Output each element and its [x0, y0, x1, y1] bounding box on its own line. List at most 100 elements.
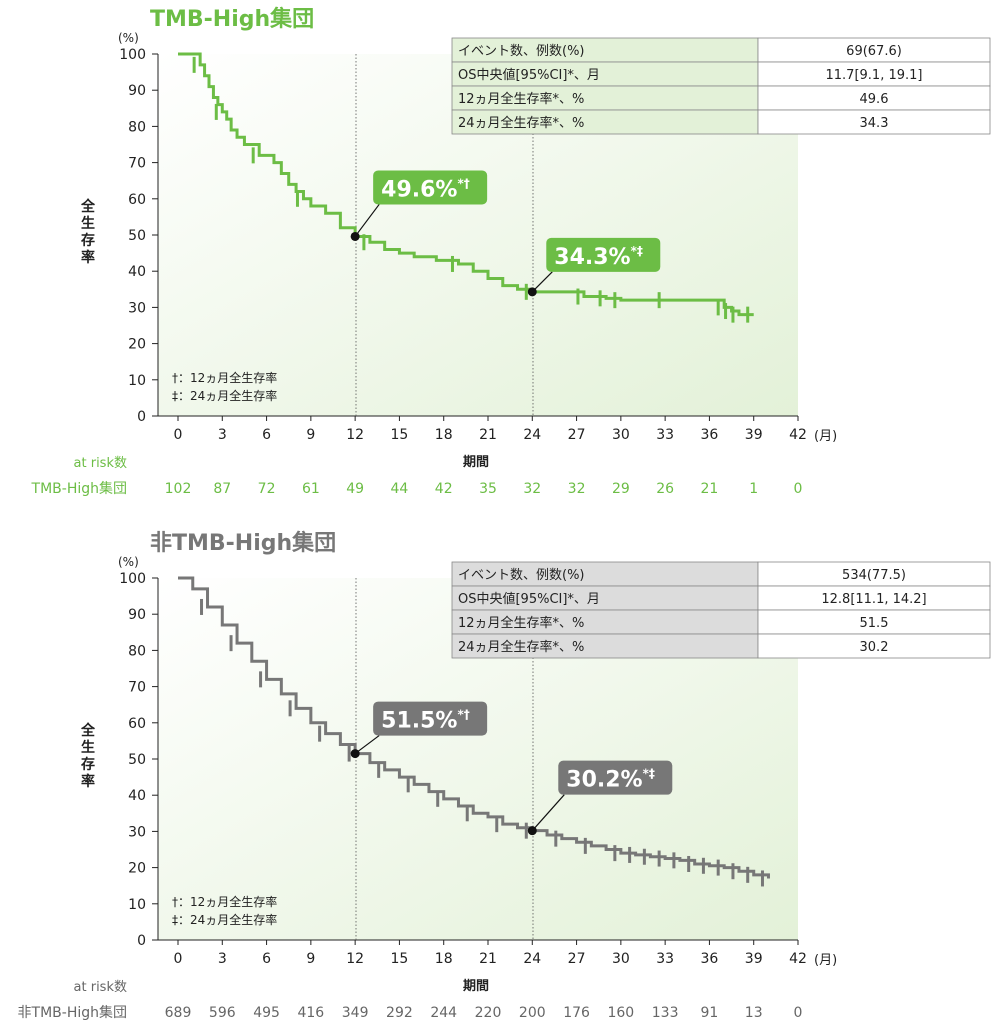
at-risk-value: 29	[612, 481, 630, 497]
x-tick-label: 24	[523, 951, 541, 967]
censor-marks-2	[200, 598, 764, 887]
at-risk-value: 72	[258, 481, 276, 497]
x-tick-label: 21	[479, 427, 497, 443]
at-risk-value: 87	[213, 481, 231, 497]
annotation-point	[350, 231, 360, 241]
x-tick-label: 42	[789, 427, 807, 443]
footnote-ddagger-2: ‡：24ヵ月全生存率	[172, 912, 277, 927]
annotation-badge	[558, 760, 673, 795]
x-tick-label: 18	[435, 427, 453, 443]
y-axis-label-char: 全	[80, 722, 96, 739]
summary-table-1: イベント数、例数(%) 69(67.6) OS中央値[95%CI]*、月 11.7[9…	[451, 37, 991, 135]
table-value-cell	[757, 561, 991, 587]
y-tick-label: 40	[128, 788, 146, 804]
x-tick-label: 36	[701, 951, 719, 967]
x-tick-label: 24	[523, 427, 541, 443]
x-tick-label: 0	[174, 427, 183, 443]
at-risk-value: 42	[435, 481, 453, 497]
summary-table-2: イベント数、例数(%) 534(77.5) OS中央値[95%CI]*、月 12.8[…	[451, 561, 991, 659]
x-tick-label: 9	[306, 427, 315, 443]
at-risk-value: 35	[479, 481, 497, 497]
at-risk-value: 349	[342, 1005, 369, 1021]
panel-title-1: TMB-High集団	[150, 6, 314, 32]
x-unit-1: (月)	[814, 429, 837, 444]
annotation-leader	[531, 794, 565, 832]
y-tick-label: 80	[128, 119, 146, 135]
table-label-cell	[451, 61, 759, 87]
y-tick-label: 90	[128, 607, 146, 623]
x-tick-label: 3	[218, 951, 227, 967]
y-axis-label-char: 生	[81, 215, 95, 232]
panel-non-tmb-high: 非TMB-High集団 (%) 全生存率 0102030405060708090…	[18, 530, 991, 1021]
table-label-cell	[451, 633, 759, 659]
x-tick-label: 39	[745, 951, 763, 967]
annotation-leader	[354, 204, 380, 237]
y-tick-label: 10	[128, 373, 146, 389]
annotation-mark: *‡	[643, 767, 655, 781]
table-label: 24ヵ月全生存率*、%	[458, 115, 584, 131]
annotation-badge	[373, 701, 488, 736]
x-tick-label: 27	[568, 427, 586, 443]
y-tick-label: 80	[128, 643, 146, 659]
table-label-cell	[451, 37, 759, 63]
table-label-cell	[451, 109, 759, 135]
censor-marks-1	[192, 56, 750, 323]
table-value: 12.8[11.1, 14.2]	[821, 592, 926, 607]
table-value-cell	[757, 609, 991, 635]
table-value: 30.2	[860, 640, 889, 655]
km-curve-tmb-high	[178, 52, 754, 317]
x-tick-label: 0	[174, 951, 183, 967]
x-tick-label: 15	[391, 427, 409, 443]
at-risk-value: 689	[165, 1005, 192, 1021]
y-tick-label: 40	[128, 264, 146, 280]
y-tick-label: 30	[128, 824, 146, 840]
y-tick-label: 60	[128, 192, 146, 208]
annotations-1: 49.6%*† 34.3%*‡	[350, 170, 661, 297]
y-axis-label-2: 全生存率	[80, 722, 96, 790]
table-label: イベント数、例数(%)	[458, 568, 585, 583]
x-tick-label: 12	[346, 951, 364, 967]
y-axis-label-char: 存	[81, 232, 95, 249]
x-tick-label: 42	[789, 951, 807, 967]
table-value: 69(67.6)	[846, 44, 902, 59]
y-tick-label: 60	[128, 716, 146, 732]
y-tick-label: 50	[128, 752, 146, 768]
y-tick-label: 90	[128, 83, 146, 99]
at-risk-value: 416	[297, 1005, 324, 1021]
y-tick-label: 100	[119, 47, 146, 63]
annotation-value: 51.5%*†	[381, 708, 470, 734]
table-value: 534(77.5)	[842, 568, 906, 583]
y-tick-label: 100	[119, 571, 146, 587]
annotation-point	[527, 826, 537, 836]
table-value: 51.5	[860, 616, 889, 631]
annotation-point	[350, 749, 360, 759]
at-risk-value: 292	[386, 1005, 413, 1021]
x-tick-label: 30	[612, 951, 630, 967]
x-tick-label: 15	[391, 951, 409, 967]
annotation-mark: *†	[457, 176, 469, 190]
table-value-cell	[757, 37, 991, 63]
at-risk-value: 32	[523, 481, 541, 497]
at-risk-value: 0	[794, 1005, 803, 1021]
y-tick-label: 70	[128, 156, 146, 172]
at-risk-value: 596	[209, 1005, 236, 1021]
x-tick-label: 12	[346, 427, 364, 443]
y-ticks-1: 0 10 20 30 40 50 60 70 80 90 100	[119, 47, 798, 425]
table-value-cell	[757, 633, 991, 659]
y-axis-label-char: 率	[81, 773, 95, 790]
annotation-mark: *‡	[631, 244, 643, 258]
x-tick-label: 27	[568, 951, 586, 967]
x-axis-label-1: 期間	[463, 455, 489, 470]
annotation-value: 49.6%*†	[381, 176, 470, 202]
at-risk-value: 220	[475, 1005, 502, 1021]
table-label: イベント数、例数(%)	[458, 44, 585, 59]
at-risk-group-1: TMB-High集団	[31, 480, 127, 497]
table-value: 34.3	[860, 116, 889, 131]
at-risk-value: 26	[656, 481, 674, 497]
table-value: 49.6	[860, 92, 889, 107]
table-label: 12ヵ月全生存率*、%	[458, 91, 584, 107]
at-risk-value: 495	[253, 1005, 280, 1021]
at-risk-value: 133	[652, 1005, 679, 1021]
at-risk-row-2: 689 596 495 416 349 292 244 220 200 176 160 133 91 13…	[165, 1005, 803, 1021]
